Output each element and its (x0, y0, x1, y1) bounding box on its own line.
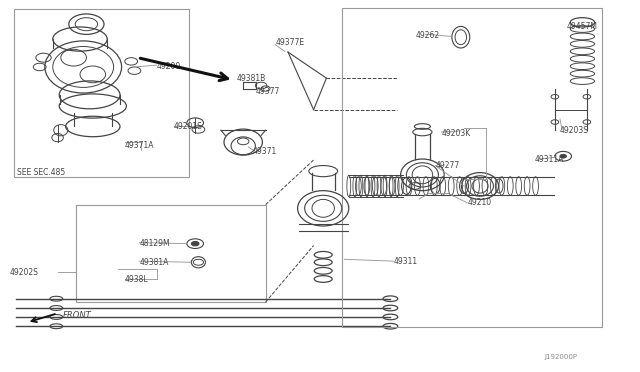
Text: 48129M: 48129M (140, 239, 170, 248)
Text: 49202S: 49202S (10, 268, 38, 277)
Text: 49277: 49277 (435, 161, 460, 170)
Circle shape (560, 154, 566, 158)
Circle shape (191, 241, 199, 246)
Bar (14, 9, 189, 177)
Text: 49200: 49200 (157, 62, 181, 71)
Text: 49201S: 49201S (174, 122, 203, 131)
Text: FRONT: FRONT (63, 311, 92, 320)
Text: 4938L: 4938L (125, 275, 148, 284)
Text: 49203K: 49203K (442, 129, 471, 138)
Text: SEE SEC.485: SEE SEC.485 (17, 169, 65, 177)
Text: 49262: 49262 (416, 31, 440, 40)
Text: 49203S: 49203S (560, 126, 589, 135)
Text: 49457M: 49457M (566, 22, 597, 31)
Text: 49371A: 49371A (125, 141, 154, 150)
Text: 49381B: 49381B (237, 74, 266, 83)
Text: 49381A: 49381A (140, 258, 169, 267)
Text: 49210: 49210 (467, 198, 492, 207)
Bar (76, 205, 266, 302)
Text: J192000P: J192000P (544, 354, 577, 360)
Text: 49311: 49311 (394, 257, 418, 266)
Text: 49371: 49371 (253, 147, 277, 156)
Text: 49311A: 49311A (535, 155, 564, 164)
Text: 49377: 49377 (256, 87, 280, 96)
Text: 49377E: 49377E (275, 38, 305, 47)
Bar (342, 8, 602, 327)
